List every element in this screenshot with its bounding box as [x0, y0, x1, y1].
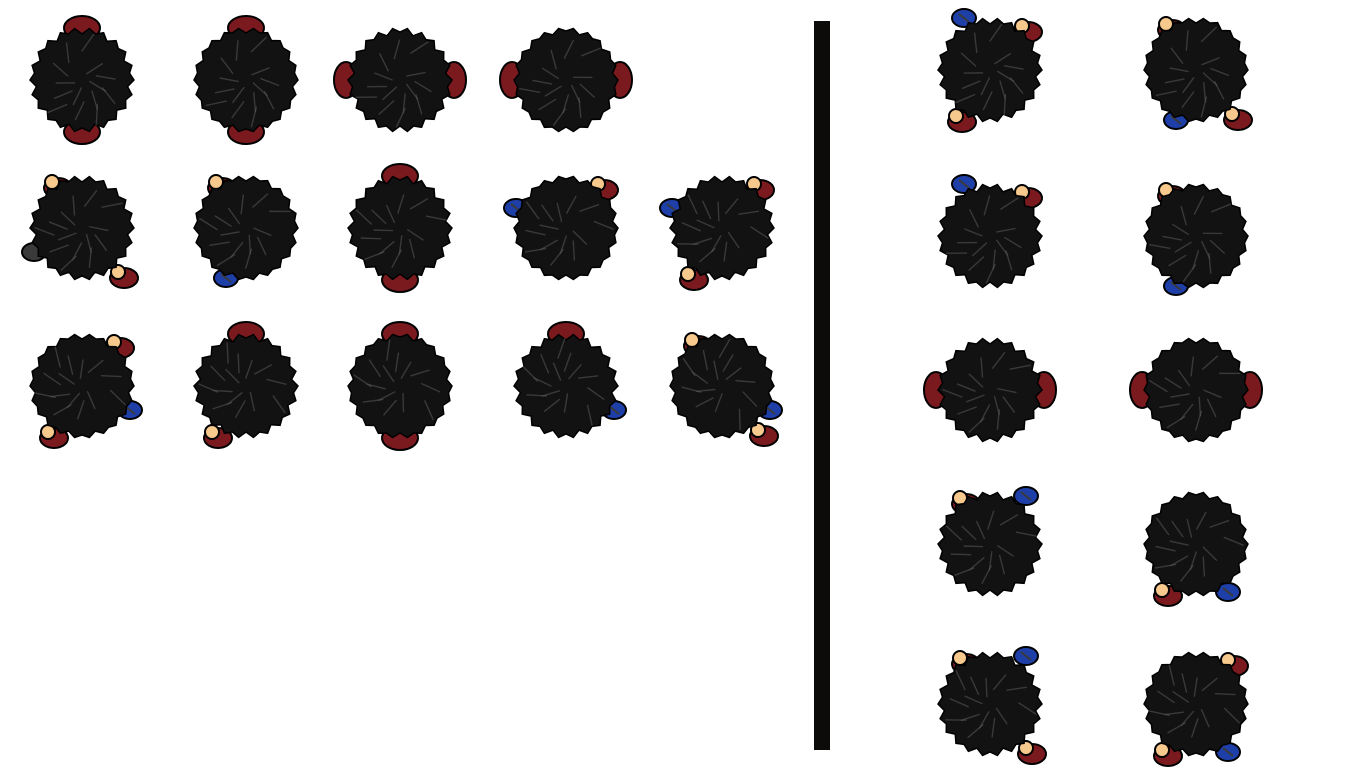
right-sprite-diagonal-left [930, 484, 1050, 604]
character-topdown-icon [193, 321, 299, 449]
character-topdown-icon [29, 15, 135, 145]
hair-head [1143, 17, 1249, 123]
right-sprite-diagonal-left [930, 644, 1050, 765]
right-sprite-arms-side [1129, 330, 1263, 450]
character-topdown-icon [937, 174, 1043, 289]
hair-head [29, 333, 135, 439]
character-topdown-icon [21, 174, 139, 289]
hair-head [1143, 651, 1249, 757]
left-sprite-turn-left [186, 321, 306, 449]
left-sprite-walk-down [186, 15, 306, 145]
character-topdown-icon [333, 27, 467, 133]
character-topdown-icon [513, 321, 627, 439]
right-sprite-diagonal-right [1136, 10, 1256, 131]
hair-head [937, 337, 1043, 443]
hair-head [193, 175, 299, 281]
left-sprite-turn-right [503, 168, 626, 288]
hair-head [193, 333, 299, 439]
sleeve-top-right-accessory [1013, 646, 1039, 666]
hand-bottom-right-accessory [1017, 740, 1047, 765]
right-sprite-arms-side [923, 330, 1057, 450]
left-sprite-arms-side [499, 20, 633, 140]
hair-head [937, 17, 1043, 123]
character-topdown-icon [499, 27, 633, 133]
character-topdown-icon [347, 163, 453, 293]
left-sprite-turn-left [186, 168, 306, 288]
left-sprite-turn-right [659, 168, 782, 291]
hair-head [513, 175, 619, 281]
left-sprite-walk-down [340, 321, 460, 451]
character-topdown-icon [1143, 491, 1249, 607]
character-topdown-icon [669, 332, 783, 447]
hair-head [937, 491, 1043, 597]
hair-head [937, 651, 1043, 757]
right-sprite-diagonal-left [930, 174, 1050, 296]
hair-head [193, 27, 299, 133]
right-sprite-diagonal-right [1136, 176, 1256, 296]
hair-head [1143, 337, 1249, 443]
character-topdown-icon [1143, 182, 1249, 296]
left-sprite-walk-down [340, 163, 460, 293]
character-topdown-icon [1143, 16, 1253, 131]
sleeve-top-right-accessory [1013, 486, 1039, 506]
character-topdown-icon [1129, 337, 1263, 443]
hair-head [347, 333, 453, 439]
hair-head [29, 27, 135, 133]
character-topdown-icon [937, 486, 1043, 597]
hair-head [513, 27, 619, 133]
hair-head [1143, 183, 1249, 289]
hair-head [29, 175, 135, 281]
hair-head [669, 175, 775, 281]
panel-divider [814, 21, 830, 750]
hair-head [669, 333, 775, 439]
character-topdown-icon [347, 321, 453, 451]
left-sprite-turn-left [21, 168, 142, 289]
left-sprite-walk-down [22, 15, 142, 145]
character-topdown-icon [937, 646, 1047, 765]
hair-head [347, 175, 453, 281]
right-sprite-diagonal-left [930, 8, 1050, 133]
hand-bottom-right-accessory [109, 264, 139, 289]
hand-bottom-right-accessory [749, 422, 779, 447]
character-topdown-icon [923, 337, 1057, 443]
left-sprite-turn-right [506, 321, 627, 446]
left-sprite-turn-right [662, 326, 783, 447]
character-topdown-icon [193, 15, 299, 145]
left-sprite-arms-side [333, 20, 467, 140]
right-sprite-diagonal-right [1136, 644, 1256, 767]
hair-head [347, 27, 453, 133]
character-topdown-icon [937, 8, 1043, 133]
hair-head [513, 333, 619, 439]
hair-head [1143, 491, 1249, 597]
hand-bottom-right-accessory [1223, 106, 1253, 131]
right-sprite-diagonal-right [1136, 484, 1256, 607]
character-topdown-icon [1143, 651, 1249, 767]
character-topdown-icon [659, 175, 775, 291]
character-topdown-icon [503, 175, 619, 281]
character-topdown-icon [193, 174, 299, 288]
hair-head [937, 183, 1043, 289]
left-sprite-turn-left [22, 326, 143, 449]
character-topdown-icon [29, 333, 143, 449]
